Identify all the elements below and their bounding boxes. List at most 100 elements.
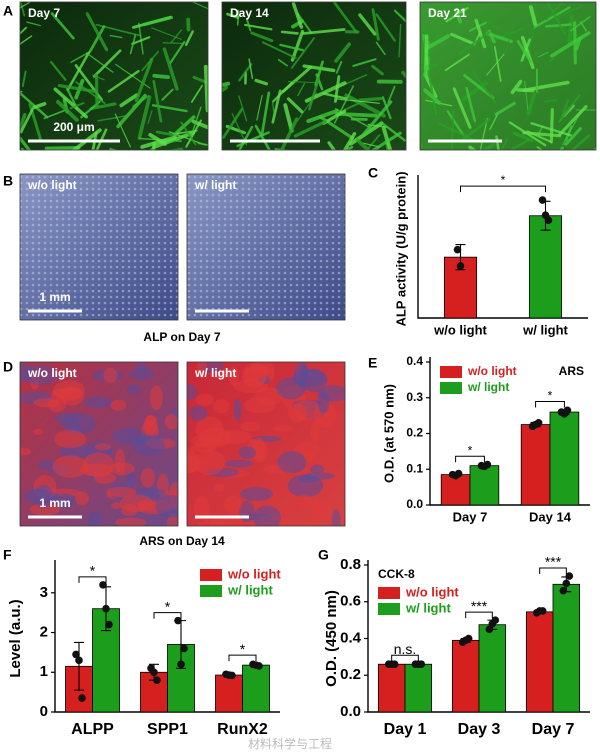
cell [344, 93, 386, 118]
cell [21, 70, 27, 88]
bar [469, 465, 500, 506]
cell [424, 34, 450, 51]
cell [20, 112, 27, 136]
significance-label: * [548, 389, 553, 403]
cell [169, 40, 186, 65]
stain [240, 421, 261, 432]
cell [559, 99, 570, 122]
cell [97, 115, 126, 122]
panel-label: D [3, 359, 13, 375]
bar [549, 411, 580, 506]
cell [148, 132, 168, 146]
stain [304, 450, 316, 463]
significance-label: * [90, 563, 96, 579]
data-point [75, 656, 83, 665]
cell [180, 121, 197, 146]
caption: ALP on Day 7 [143, 330, 220, 344]
y-tick-label: 0.4 [406, 354, 423, 368]
cell [327, 141, 337, 150]
stain [194, 449, 225, 476]
cell [92, 74, 105, 81]
cell [472, 71, 497, 104]
y-tick-label: 0.0 [340, 703, 361, 720]
stain [294, 494, 313, 509]
cell [557, 5, 584, 18]
significance-label: * [240, 641, 246, 657]
cell [89, 102, 117, 111]
cell [271, 101, 275, 113]
significance-label: * [468, 443, 473, 457]
stain [209, 516, 244, 526]
legend-label: w/o light [467, 364, 517, 378]
y-tick-label: 0.6 [340, 593, 361, 610]
bar [440, 474, 471, 506]
stain [150, 385, 163, 411]
cell [43, 108, 68, 120]
cell [254, 124, 271, 150]
data-point [538, 196, 547, 204]
image-border [419, 1, 597, 151]
stain [187, 383, 198, 401]
image-label: Day 7 [28, 6, 60, 20]
cell [162, 47, 179, 91]
stain [193, 496, 210, 520]
cell [559, 146, 564, 150]
y-axis-label: ALP activity (U/g protein) [393, 171, 408, 326]
cell [362, 142, 380, 148]
image-border [186, 361, 346, 527]
cell [238, 63, 253, 82]
cell [375, 13, 396, 42]
cell [510, 79, 523, 95]
stain [214, 483, 225, 492]
error-bar [74, 641, 84, 691]
cell [530, 122, 572, 137]
cell [501, 137, 509, 150]
data-point [105, 620, 113, 629]
cell [137, 95, 152, 140]
cell [315, 73, 324, 91]
micrograph [20, 362, 178, 526]
cell [567, 14, 574, 43]
cell [468, 145, 477, 150]
data-point [180, 644, 188, 653]
stain [238, 446, 257, 460]
x-tick-label: RunX2 [217, 721, 268, 738]
stain [224, 459, 254, 468]
legend-label: w/o light [227, 566, 281, 581]
cell [334, 42, 352, 63]
cell [277, 58, 288, 67]
image-border [221, 1, 407, 151]
cell [142, 15, 174, 27]
cell [302, 28, 346, 35]
cell [322, 92, 348, 100]
cell [528, 5, 538, 26]
cell [162, 42, 183, 44]
cell [260, 91, 271, 137]
cell [460, 118, 491, 142]
scale-bar-label: 1 mm [39, 496, 70, 510]
chart-title: CCK-8 [378, 567, 415, 581]
cell [387, 85, 396, 104]
stain [228, 366, 239, 386]
x-tick-label: Day 14 [529, 509, 572, 524]
cell [438, 122, 478, 143]
cell [358, 97, 383, 102]
stain [140, 467, 156, 488]
cell [85, 12, 109, 52]
cell [393, 9, 406, 23]
cell [271, 89, 282, 124]
stain [164, 413, 178, 430]
micrograph [20, 174, 178, 320]
cell [114, 113, 132, 148]
cell [486, 53, 505, 76]
cell [537, 51, 549, 58]
cell [161, 88, 174, 101]
cell [155, 130, 178, 137]
legend-swatch [440, 366, 462, 378]
stain [310, 464, 324, 474]
stain [241, 362, 267, 388]
cell [95, 128, 108, 150]
cell [358, 13, 377, 36]
cell [44, 146, 81, 150]
cell [489, 27, 525, 42]
